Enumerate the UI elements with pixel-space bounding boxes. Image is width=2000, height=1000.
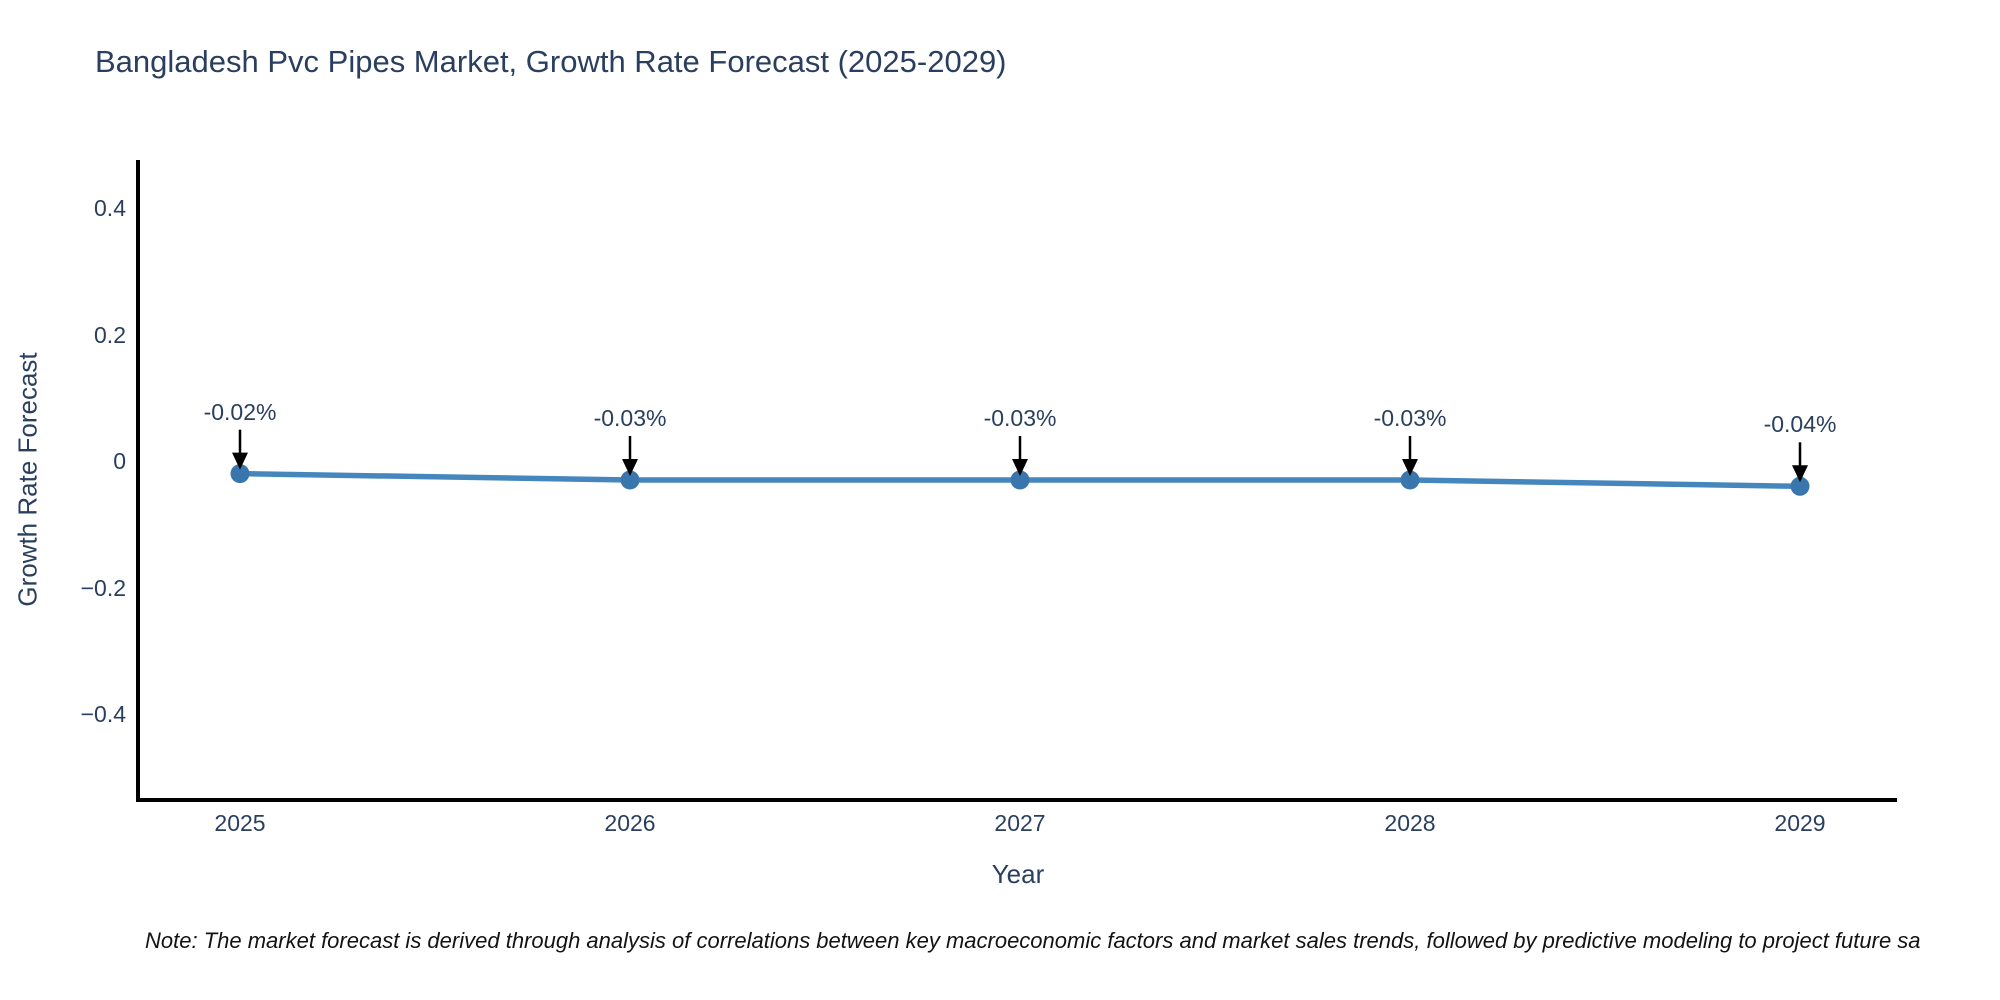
annotation-arrowhead-icon	[1792, 465, 1808, 483]
annotation-arrowhead-icon	[1012, 458, 1028, 476]
annotation-arrowhead-icon	[232, 452, 248, 470]
data-point[interactable]	[230, 464, 250, 484]
data-point[interactable]	[1010, 470, 1030, 490]
chart-title: Bangladesh Pvc Pipes Market, Growth Rate…	[95, 44, 1007, 79]
data-point[interactable]	[1790, 476, 1810, 496]
annotation-arrowhead-icon	[1402, 458, 1418, 476]
data-point[interactable]	[620, 470, 640, 490]
chart-footnote: Note: The market forecast is derived thr…	[145, 928, 1921, 953]
data-point[interactable]	[1400, 470, 1420, 490]
annotation-arrowhead-icon	[622, 458, 638, 476]
